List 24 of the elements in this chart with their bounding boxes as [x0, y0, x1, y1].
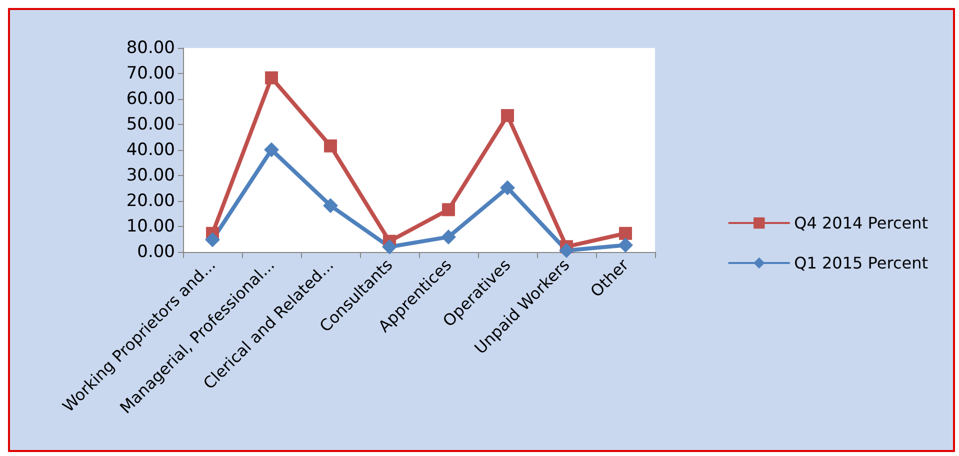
- point: [619, 226, 632, 240]
- y-tick-label: 40.00: [126, 140, 175, 160]
- y-tick-label: 50.00: [126, 114, 175, 134]
- point: [264, 142, 279, 158]
- point: [382, 239, 397, 254]
- y-tick-label: 60.00: [126, 89, 175, 109]
- point: [500, 180, 515, 196]
- y-tick-label: 0.00: [137, 242, 175, 262]
- y-tick-label: 30.00: [126, 166, 175, 186]
- y-tick-label: 80.00: [126, 38, 175, 58]
- point: [559, 242, 574, 258]
- y-tick-label: 70.00: [126, 64, 175, 84]
- point: [323, 198, 338, 214]
- y-tick-label: 10.00: [126, 216, 175, 236]
- point: [205, 232, 220, 248]
- point: [441, 229, 456, 244]
- point: [501, 109, 514, 122]
- legend-label: Q4 2014 Percent: [794, 214, 928, 232]
- point: [324, 139, 337, 152]
- point: [442, 203, 455, 216]
- point: [618, 238, 633, 253]
- legend-label: Q1 2015 Percent: [794, 254, 928, 272]
- y-tick-label: 20.00: [126, 191, 175, 211]
- point: [265, 71, 278, 84]
